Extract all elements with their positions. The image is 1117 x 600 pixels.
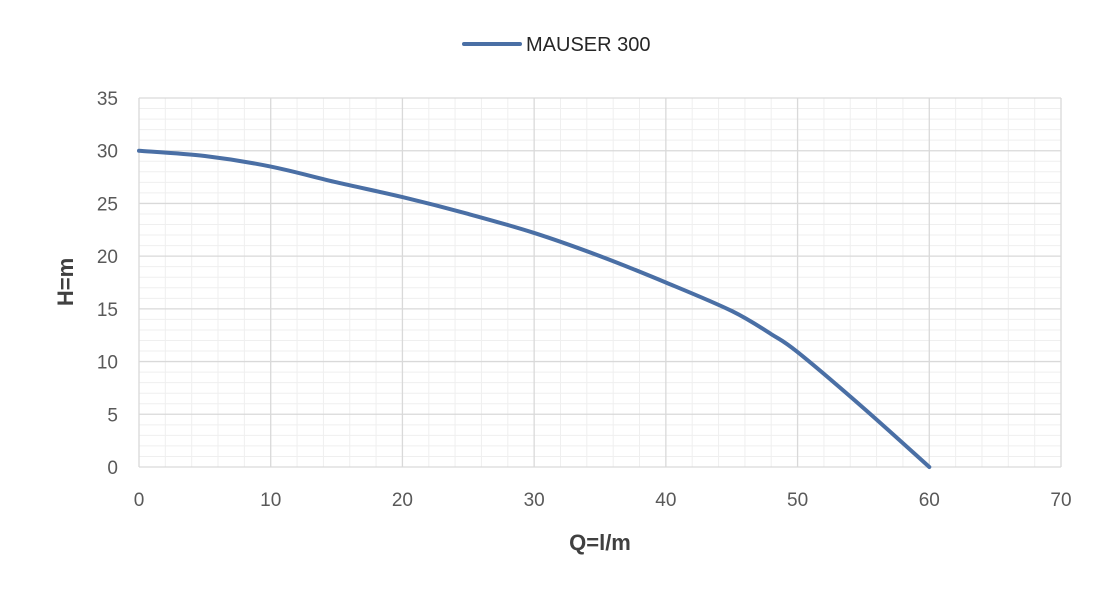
x-tick-label: 30 — [524, 490, 545, 511]
y-tick-label: 5 — [107, 405, 118, 426]
y-tick-label: 25 — [97, 194, 118, 215]
x-tick-label: 40 — [655, 490, 676, 511]
x-tick-label: 60 — [919, 490, 940, 511]
legend: MAUSER 300 — [462, 34, 651, 56]
y-tick-label: 35 — [97, 89, 118, 110]
y-tick-label: 15 — [97, 300, 118, 321]
y-tick-label: 30 — [97, 142, 118, 163]
minor-grid — [139, 98, 1061, 467]
x-tick-label: 10 — [260, 490, 281, 511]
legend-label: MAUSER 300 — [526, 34, 651, 56]
x-tick-label: 70 — [1050, 490, 1071, 511]
x-tick-label: 20 — [392, 490, 413, 511]
y-axis-title: H=m — [53, 258, 78, 306]
x-tick-label: 50 — [787, 490, 808, 511]
series-layer — [137, 148, 932, 469]
y-tick-label: 20 — [97, 247, 118, 268]
x-axis-ticks: 0 10 20 30 40 50 60 70 — [134, 490, 1072, 511]
x-tick-label: 0 — [134, 490, 145, 511]
y-tick-label: 10 — [97, 353, 118, 374]
y-tick-label: 0 — [107, 458, 118, 479]
x-axis-title: Q=l/m — [569, 530, 631, 555]
series-line-0 — [137, 148, 932, 469]
major-grid — [138, 97, 1062, 468]
y-axis-ticks: 0 5 10 15 20 25 30 35 — [97, 89, 118, 479]
